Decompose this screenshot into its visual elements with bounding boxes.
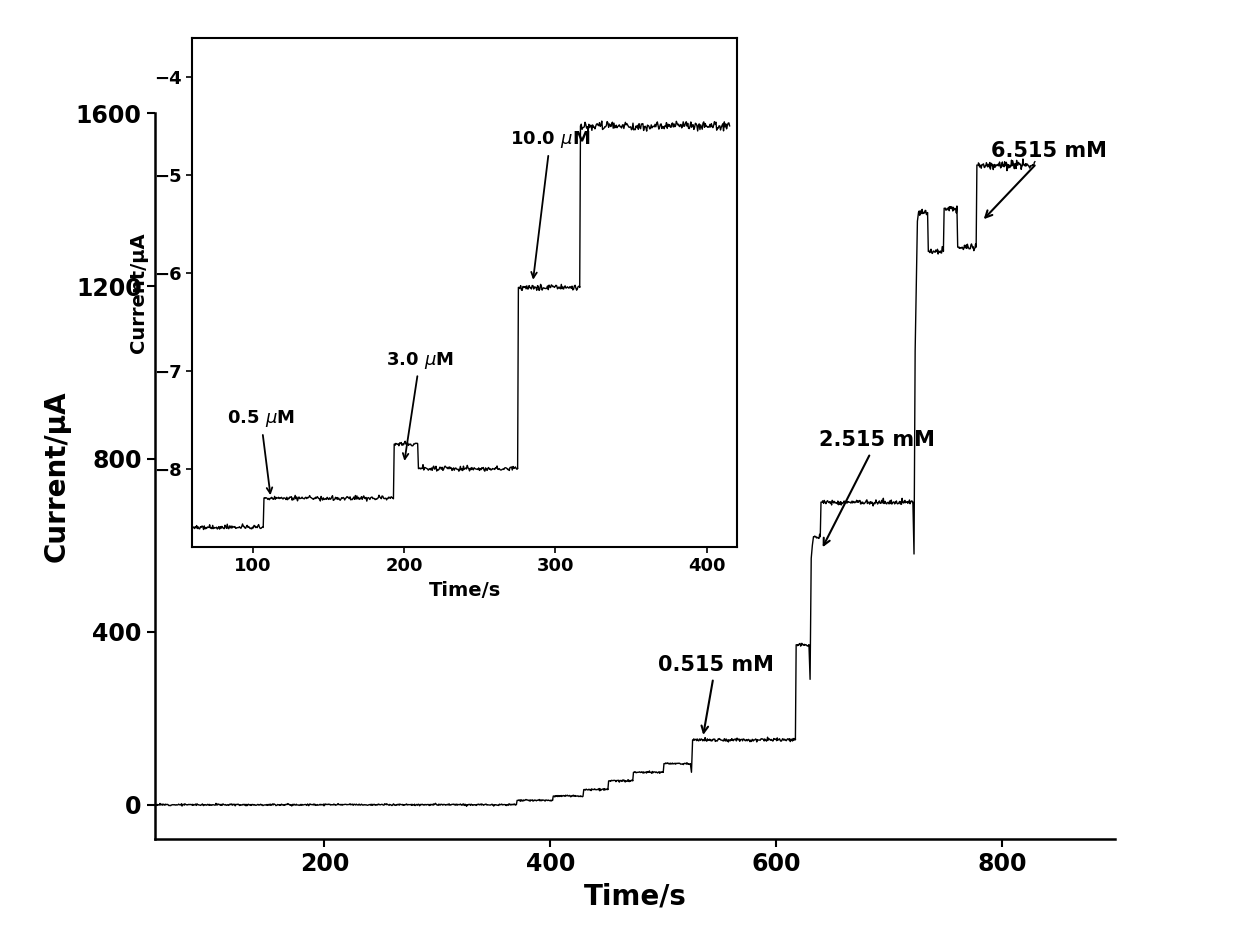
Text: 10.0 $\mu$M: 10.0 $\mu$M [510,129,591,278]
Text: 2.515 mM: 2.515 mM [819,430,935,545]
Text: 0.515 mM: 0.515 mM [658,655,773,733]
Text: 6.515 mM: 6.515 mM [985,141,1106,218]
Y-axis label: Current/μA: Current/μA [42,390,71,562]
Text: 3.0 $\mu$M: 3.0 $\mu$M [385,350,453,459]
Y-axis label: Current/μA: Current/μA [129,232,149,353]
X-axis label: Time/s: Time/s [584,882,686,910]
Text: 0.5 $\mu$M: 0.5 $\mu$M [227,408,295,493]
X-axis label: Time/s: Time/s [429,581,501,600]
